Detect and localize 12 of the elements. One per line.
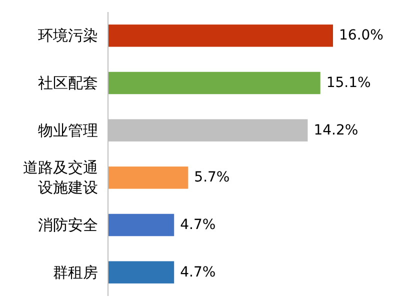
y-tick-label: 物业管理: [38, 121, 98, 140]
data-label: 4.7%: [180, 217, 216, 233]
y-tick-label: 环境污染: [38, 26, 98, 45]
y-tick-label: 消防安全: [38, 216, 98, 234]
data-label: 4.7%: [180, 264, 216, 280]
data-label: 14.2%: [314, 122, 358, 138]
data-label: 16.0%: [339, 28, 384, 44]
data-label: 5.7%: [194, 170, 230, 186]
y-tick-label: 群租房: [53, 263, 98, 282]
y-tick-label: 道路及交通设施建设: [23, 158, 98, 197]
data-label: 15.1%: [326, 75, 371, 91]
y-tick-label: 社区配套: [38, 74, 98, 92]
